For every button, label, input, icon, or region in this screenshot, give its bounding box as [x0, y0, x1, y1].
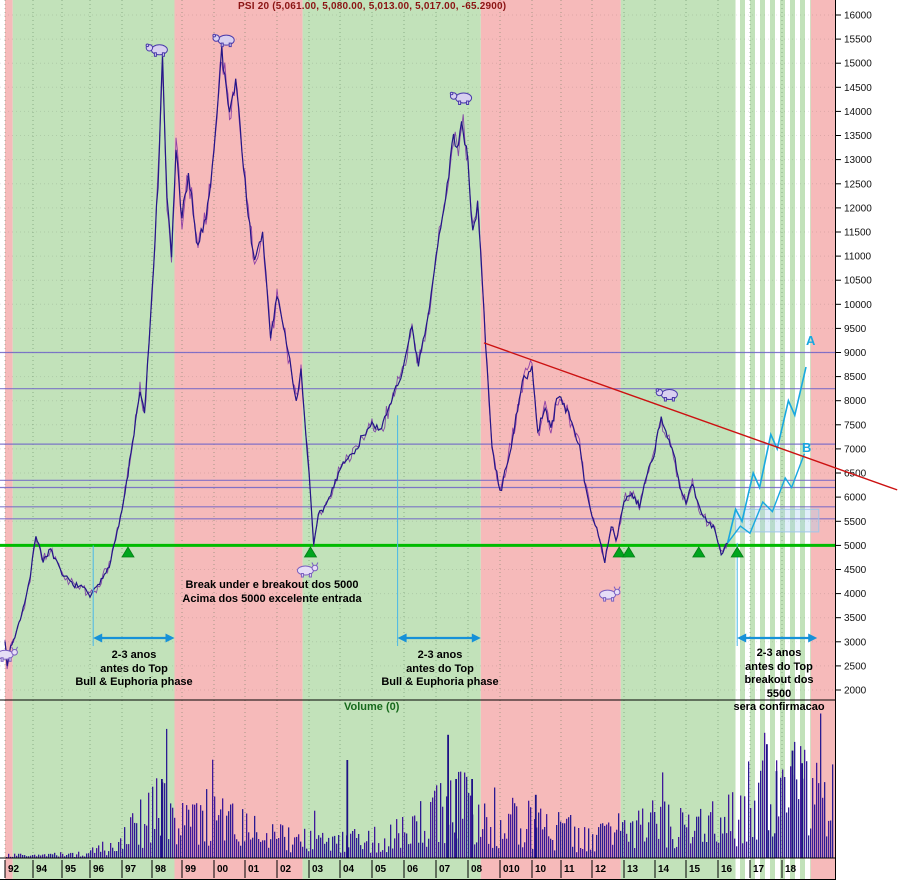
y-axis-label: 11500 [844, 228, 872, 239]
y-axis-label: 2000 [844, 686, 867, 697]
bear-icon [449, 91, 473, 105]
projection-lines [726, 366, 807, 544]
x-axis-label: 05 [375, 864, 387, 875]
bear-trendline [483, 342, 898, 491]
x-axis-label: 11 [564, 864, 575, 875]
y-axis-label: 15500 [844, 35, 872, 46]
x-axis-label: 97 [125, 864, 137, 875]
breakout-zone-box [735, 508, 820, 533]
x-axis-label: 95 [65, 864, 77, 875]
y-axis-label: 10500 [844, 276, 872, 287]
volume-bars [6, 713, 834, 858]
y-axis-label: 12000 [844, 203, 872, 214]
bull-icon [0, 646, 19, 662]
annotation-phase-right: 2-3 anos antes do Top breakout dos 5500 … [733, 647, 825, 713]
x-axis-label: 12 [595, 864, 607, 875]
x-axis-label: 04 [343, 864, 355, 875]
resistance-lines [0, 351, 835, 520]
y-axis-label: 13000 [844, 155, 872, 166]
bull-icon [296, 562, 319, 578]
bull-icon [599, 586, 621, 602]
y-axis-label: 12500 [844, 179, 872, 190]
projection-b-label: B [802, 440, 812, 455]
x-axis-label: 10 [535, 864, 547, 875]
v-gridlines [4, 0, 783, 858]
annotation-entry-note: Break under e breakout dos 5000 Acima do… [182, 579, 362, 605]
x-axis-label: 98 [155, 864, 167, 875]
x-axis-label: 99 [185, 864, 197, 875]
y-axis-label: 14500 [844, 83, 872, 94]
y-axis-label: 14000 [844, 107, 872, 118]
x-axis-label: 00 [217, 864, 229, 875]
buy-signal-triangles [121, 546, 744, 558]
x-axis-label: 16 [721, 864, 733, 875]
x-axis-label: 06 [407, 864, 419, 875]
volume-indicator-label: Volume (0) [344, 701, 400, 713]
phase-bands [5, 0, 835, 880]
x-axis-label: 15 [689, 864, 701, 875]
x-axis-label: 96 [93, 864, 105, 875]
y-axis-label: 13500 [844, 131, 872, 142]
bear-icon [655, 388, 678, 402]
price-line [4, 45, 729, 670]
bear-icon [145, 43, 168, 57]
x-axis-label: 18 [785, 864, 797, 875]
x-axis-label: 94 [36, 864, 48, 875]
y-axis-label: 15000 [844, 59, 872, 70]
x-axis-label: 92 [8, 864, 20, 875]
y-axis-label: 16000 [844, 11, 872, 22]
y-axis-label: 6500 [844, 469, 867, 480]
x-axis-label: 03 [312, 864, 324, 875]
y-axis[interactable]: 16000 15500 15000 14500 14000 13500 13000 12500… [835, 0, 900, 880]
x-axis-label: 010 [503, 864, 520, 875]
x-axis[interactable]: 92 94 95 96 97 98 99 00 01 02 03 04 05 06 07 08 010 10 11 1… [4, 860, 797, 878]
annotation-phase-left: 2-3 anos antes do Top Bull & Euphoria ph… [75, 649, 193, 688]
x-axis-label: 08 [471, 864, 483, 875]
x-axis-label: 01 [248, 864, 260, 875]
y-axis-label: 8500 [844, 372, 867, 383]
y-axis-label: 4500 [844, 565, 867, 576]
y-axis-label: 7500 [844, 420, 867, 431]
y-axis-label: 3000 [844, 637, 867, 648]
x-axis-label: 07 [439, 864, 451, 875]
y-axis-label: 9000 [844, 348, 867, 359]
y-axis-label: 3500 [844, 613, 867, 624]
y-axis-label: 7000 [844, 444, 867, 455]
y-axis-label: 5000 [844, 541, 867, 552]
chart-title: PSI 20 (5,061.00, 5,080.00, 5,013.00, 5,… [238, 1, 507, 12]
y-axis-label: 5500 [844, 517, 867, 528]
x-axis-label: 17 [753, 864, 765, 875]
y-axis-label: 2500 [844, 661, 867, 672]
measure-guides [92, 415, 738, 646]
y-axis-label: 8000 [844, 396, 867, 407]
y-axis-label: 6000 [844, 493, 867, 504]
x-axis-label: 14 [658, 864, 670, 875]
y-axis-label: 9500 [844, 324, 867, 335]
measure-arrows [93, 633, 818, 643]
annotation-phase-mid: 2-3 anos antes do Top Bull & Euphoria ph… [381, 649, 499, 688]
y-axis-label: 10000 [844, 300, 872, 311]
projection-a-label: A [806, 333, 816, 348]
x-axis-label: 02 [280, 864, 292, 875]
bear-icon [212, 33, 235, 48]
x-axis-label: 13 [627, 864, 639, 875]
y-axis-label: 4000 [844, 589, 867, 600]
y-axis-label: 11000 [844, 252, 872, 263]
